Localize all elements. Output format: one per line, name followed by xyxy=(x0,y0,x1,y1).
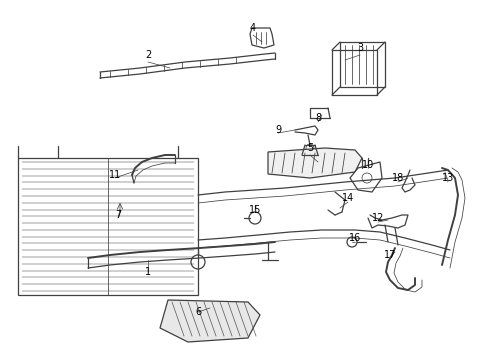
Text: 16: 16 xyxy=(349,233,361,243)
Text: 4: 4 xyxy=(250,23,256,33)
Text: 18: 18 xyxy=(392,173,404,183)
Polygon shape xyxy=(350,162,382,192)
Text: 11: 11 xyxy=(109,170,121,180)
Polygon shape xyxy=(160,300,260,342)
Text: 14: 14 xyxy=(342,193,354,203)
Text: 6: 6 xyxy=(195,307,201,317)
Text: 12: 12 xyxy=(372,213,384,223)
Polygon shape xyxy=(340,42,385,87)
Polygon shape xyxy=(268,148,362,178)
Text: 10: 10 xyxy=(362,160,374,170)
Text: 13: 13 xyxy=(442,173,454,183)
Text: 17: 17 xyxy=(384,250,396,260)
Text: 3: 3 xyxy=(357,43,363,53)
Text: 2: 2 xyxy=(145,50,151,60)
Polygon shape xyxy=(250,28,274,48)
Text: 5: 5 xyxy=(307,143,313,153)
Text: 9: 9 xyxy=(275,125,281,135)
Text: 7: 7 xyxy=(115,210,121,220)
Text: 15: 15 xyxy=(249,205,261,215)
Polygon shape xyxy=(18,158,198,295)
Text: 1: 1 xyxy=(145,267,151,277)
Text: 8: 8 xyxy=(315,113,321,123)
